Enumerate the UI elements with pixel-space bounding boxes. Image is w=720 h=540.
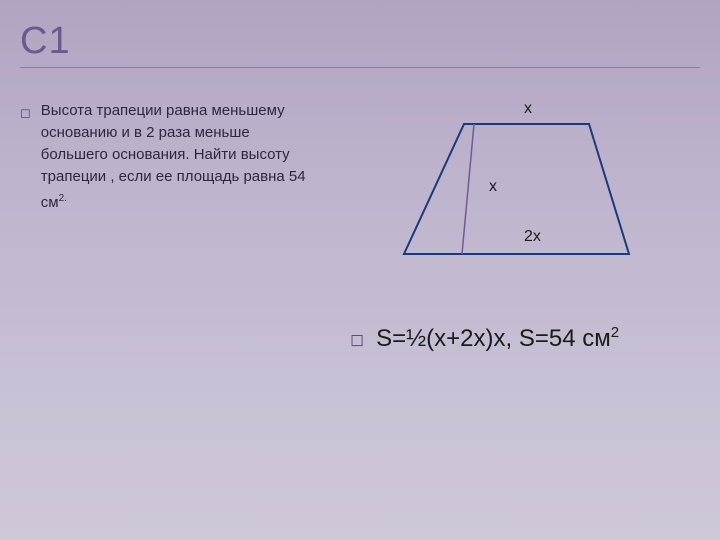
right-column: x x 2x ◻ S=½(x+2x)x, S=54 см2 (344, 94, 700, 353)
problem-body: Высота трапеции равна меньшему основанию… (41, 102, 306, 211)
title-rule (20, 67, 700, 68)
bullet-icon: ◻ (350, 330, 364, 350)
formula-exp: 2 (611, 324, 619, 341)
problem-exp: 2. (59, 193, 67, 204)
label-height: x (489, 178, 497, 196)
trapezoid-shape (404, 124, 629, 254)
left-column: ◻ Высота трапеции равна меньшему основан… (20, 94, 320, 353)
label-bottom: 2x (524, 228, 541, 246)
problem-bullet: ◻ Высота трапеции равна меньшему основан… (20, 100, 320, 214)
trapezoid-figure: x x 2x (374, 94, 674, 294)
content-columns: ◻ Высота трапеции равна меньшему основан… (20, 94, 700, 353)
trapezoid-svg (374, 94, 674, 294)
bullet-icon: ◻ (20, 102, 31, 124)
label-top: x (524, 100, 532, 118)
formula-text: S=½(x+2x)x, S=54 см2 (376, 324, 619, 353)
slide: С1 ◻ Высота трапеции равна меньшему осно… (20, 20, 700, 520)
slide-title: С1 (20, 20, 700, 67)
formula-body: S=½(x+2x)x, S=54 см (376, 325, 611, 352)
formula-bullet: ◻ S=½(x+2x)x, S=54 см2 (350, 324, 700, 353)
height-line (462, 124, 474, 254)
problem-text: Высота трапеции равна меньшему основанию… (41, 100, 320, 214)
